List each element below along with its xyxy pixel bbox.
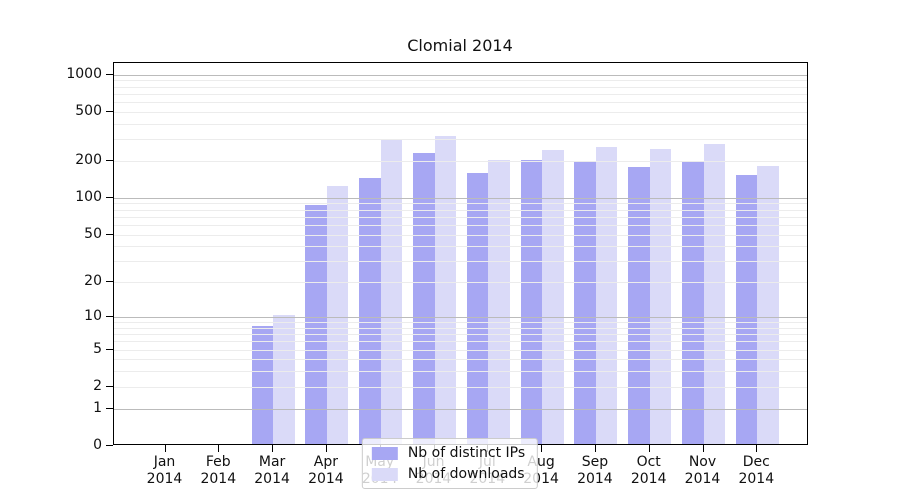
legend-row-distinct-ips: Nb of distinct IPs: [371, 445, 526, 461]
y-axis-tick: [106, 110, 113, 112]
gridline-minor: [114, 86, 807, 88]
legend-label-downloads: Nb of downloads: [407, 466, 525, 482]
x-axis-tick: [218, 445, 220, 452]
gridline-major: [114, 74, 807, 76]
x-axis-tick: [594, 445, 596, 452]
y-axis-tick-label: 1000: [66, 65, 102, 82]
y-axis-tick: [106, 316, 113, 318]
x-axis-tick-label: Nov 2014: [684, 454, 721, 487]
chart-title: Clomial 2014: [407, 36, 513, 55]
y-axis-tick-label: 500: [75, 102, 102, 119]
y-axis-tick-label: 20: [84, 273, 102, 290]
bar-downloads: [434, 136, 456, 444]
y-axis-tick-label: 2: [93, 377, 102, 394]
x-axis-tick: [541, 445, 543, 452]
y-axis-tick: [106, 407, 113, 409]
bar-distinct-ips: [574, 161, 596, 444]
y-axis-tick-label: 1: [93, 399, 102, 416]
bar-distinct-ips: [466, 172, 489, 444]
y-axis-tick: [106, 385, 113, 387]
legend-swatch-distinct-ips: [371, 446, 398, 460]
y-axis-tick: [106, 281, 113, 283]
bar-distinct-ips: [305, 204, 327, 444]
plot-area: [113, 62, 808, 445]
x-axis-tick-label: Dec 2014: [738, 454, 775, 487]
x-axis-tick-label: Jan 2014: [146, 454, 183, 487]
bar-distinct-ips: [413, 152, 435, 444]
bar-distinct-ips: [251, 325, 274, 444]
bar-downloads: [757, 166, 779, 444]
x-axis-tick-label: Mar 2014: [254, 454, 290, 487]
bar-downloads: [649, 149, 672, 444]
bar-downloads: [380, 139, 403, 444]
bar-distinct-ips: [735, 174, 758, 444]
bar-distinct-ips: [359, 177, 381, 444]
x-axis-tick-label: Apr 2014: [308, 454, 344, 487]
bar-distinct-ips: [682, 162, 704, 444]
bar-downloads: [273, 315, 295, 444]
legend-label-distinct-ips: Nb of distinct IPs: [407, 445, 526, 461]
y-axis-tick-label: 0: [93, 437, 102, 453]
legend: Nb of distinct IPs Nb of downloads: [361, 438, 539, 489]
bar-downloads: [488, 160, 510, 444]
y-axis-tick: [106, 196, 113, 198]
y-axis-tick-label: 10: [84, 308, 102, 325]
gridline-minor: [114, 80, 807, 82]
x-axis-tick: [325, 445, 327, 452]
y-axis-tick-label: 50: [84, 225, 102, 242]
y-axis-tick: [106, 73, 113, 75]
gridline-minor: [114, 101, 807, 103]
x-axis-tick-label: Sep 2014: [577, 454, 613, 487]
bar-downloads: [595, 146, 618, 444]
x-axis-tick: [648, 445, 650, 452]
x-axis-tick-label: Feb 2014: [200, 454, 237, 487]
gridline-minor: [114, 123, 807, 125]
y-axis-tick: [106, 348, 113, 350]
x-axis-tick: [756, 445, 758, 452]
y-axis-tick: [106, 445, 113, 446]
x-axis-tick: [164, 445, 166, 452]
y-axis-tick-label: 5: [93, 340, 102, 357]
gridline-minor: [114, 139, 807, 141]
x-axis-tick-label: Oct 2014: [630, 454, 667, 487]
bar-distinct-ips: [628, 166, 650, 444]
x-axis-tick: [272, 445, 274, 452]
bar-distinct-ips: [520, 159, 543, 444]
y-axis-tick: [106, 159, 113, 161]
y-axis-tick: [106, 233, 113, 235]
legend-row-downloads: Nb of downloads: [371, 466, 525, 482]
gridline-minor: [114, 111, 807, 113]
y-axis-tick-label: 100: [75, 188, 102, 205]
y-axis-tick-label: 200: [75, 151, 102, 168]
bar-downloads: [542, 149, 564, 444]
legend-swatch-downloads: [371, 467, 398, 481]
x-axis-tick: [702, 445, 704, 452]
bar-downloads: [703, 144, 725, 444]
bar-downloads: [326, 186, 349, 444]
gridline-minor: [114, 93, 807, 95]
